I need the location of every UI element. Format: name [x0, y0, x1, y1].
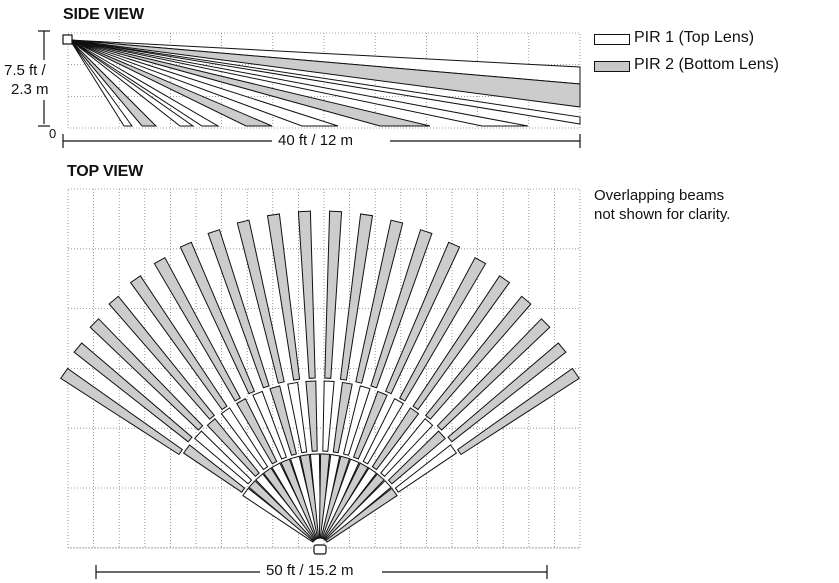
side-view-distance-label: 40 ft / 12 m: [278, 132, 354, 149]
legend-swatch-pir1: [594, 34, 630, 45]
side-view-zero-label: 0: [49, 126, 57, 141]
side-beam-2: [69, 39, 581, 108]
top-beam-mid-14: [362, 398, 404, 465]
side-beam-8: [69, 39, 220, 127]
top-beam-long-12: [324, 210, 343, 379]
side-view-height-label-m: 2.3 m: [11, 81, 49, 98]
top-beam-long-5: [129, 275, 228, 411]
top-beam-mid-10: [322, 380, 335, 452]
top-beam-long-13: [339, 213, 374, 381]
top-beam-long-19: [425, 295, 532, 420]
top-beam-mid-17: [387, 430, 447, 485]
top-beam-long-21: [447, 342, 567, 443]
top-beam-long-4: [108, 295, 215, 420]
top-beam-long-17: [399, 257, 487, 402]
top-beam-mid-1: [182, 444, 246, 493]
top-beam-mid-15: [371, 407, 420, 471]
top-beam-long-10: [266, 213, 301, 381]
side-view-title: SIDE VIEW: [63, 6, 144, 23]
dimension-lines: [38, 30, 581, 579]
side-beam-7: [69, 39, 273, 127]
top-beam-long-1: [60, 367, 184, 456]
top-view-title: TOP VIEW: [67, 163, 144, 180]
top-beam-long-8: [207, 229, 270, 389]
side-beam-9: [69, 39, 195, 127]
note-line-2: not shown for clarity.: [594, 206, 731, 223]
top-beam-short-18: [325, 487, 398, 543]
legend-swatch-pir2: [594, 61, 630, 72]
top-beam-long-22: [456, 367, 580, 456]
top-beam-long-11: [297, 210, 316, 379]
top-beam-long-15: [370, 229, 433, 389]
top-beam-mid-13: [352, 390, 388, 460]
legend-label-pir1: PIR 1 (Top Lens): [634, 29, 755, 46]
top-beam-mid-8: [287, 381, 308, 454]
side-beam-5: [69, 39, 431, 127]
top-beam-mid-4: [220, 407, 269, 471]
top-beam-mid-7: [269, 385, 297, 456]
side-beam-4: [69, 39, 529, 127]
side-view-beams: [62, 34, 581, 127]
top-beam-mid-18: [394, 444, 458, 493]
top-beam-long-14: [355, 219, 404, 384]
top-beam-long-18: [412, 275, 511, 411]
legend-label-pir2: PIR 2 (Bottom Lens): [634, 56, 779, 73]
top-beam-long-6: [153, 257, 241, 402]
top-beam-mid-16: [380, 417, 434, 477]
side-beam-10: [69, 39, 158, 127]
top-view-beams: [60, 210, 580, 555]
top-beam-long-7: [179, 241, 256, 395]
side-beam-11: [69, 39, 133, 127]
top-sensor-icon: [313, 544, 327, 555]
top-beam-long-20: [436, 318, 551, 431]
top-beam-mid-12: [343, 385, 371, 456]
top-beam-mid-2: [193, 430, 253, 485]
top-beam-long-3: [89, 318, 204, 431]
side-beam-6: [69, 39, 339, 127]
top-beam-long-9: [236, 219, 285, 384]
top-beam-mid-3: [206, 417, 260, 477]
top-beam-mid-9: [305, 380, 318, 452]
note-line-1: Overlapping beams: [594, 187, 725, 204]
side-sensor-icon: [62, 34, 73, 45]
side-view-height-label-ft: 7.5 ft /: [4, 62, 46, 79]
top-view-width-label: 50 ft / 15.2 m: [266, 562, 354, 579]
top-beam-long-16: [384, 241, 461, 395]
side-beam-3: [69, 39, 581, 125]
top-beam-mid-11: [332, 381, 353, 454]
top-beam-long-2: [73, 342, 193, 443]
top-beam-mid-6: [252, 390, 288, 460]
top-beam-mid-5: [236, 398, 278, 465]
